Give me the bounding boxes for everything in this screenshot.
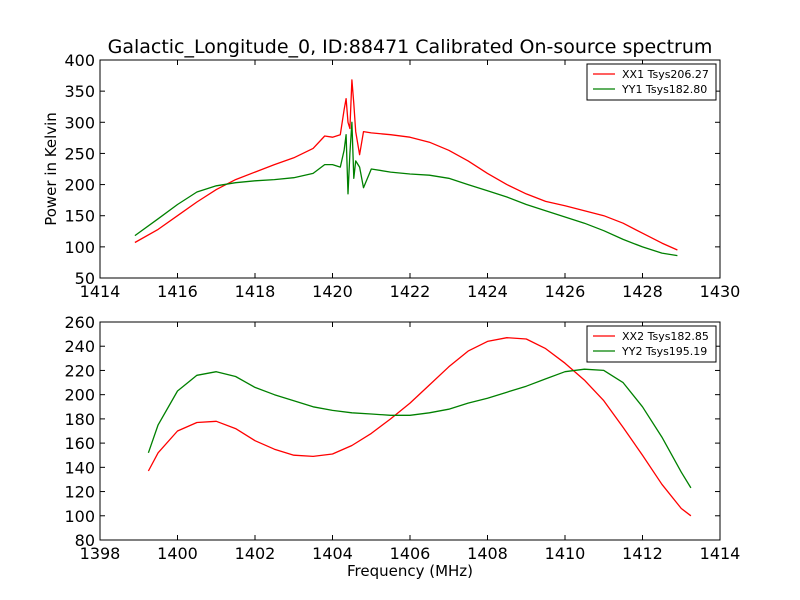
bottom-y-tick-label: 180 <box>64 410 95 429</box>
top-legend: XX1 Tsys206.27 YY1 Tsys182.80 <box>586 63 717 101</box>
bottom-y-tick-label: 80 <box>75 531 95 550</box>
top-x-tick-label: 1414 <box>80 282 121 301</box>
bottom-x-axis-label: Frequency (MHz) <box>347 562 473 580</box>
top-x-tick-label: 1426 <box>545 282 586 301</box>
bottom-x-tick-label: 1412 <box>622 544 663 563</box>
bottom-panel: 80 100 120 140 160 180 200 220 240 260 1398 1400 14… <box>64 313 740 580</box>
bottom-x-tick-label: 1402 <box>235 544 276 563</box>
top-x-tick-label: 1430 <box>700 282 741 301</box>
bottom-legend-label-yy2: YY2 Tsys195.19 <box>621 345 707 358</box>
bottom-legend: XX2 Tsys182.85 YY2 Tsys195.19 <box>586 325 717 363</box>
top-x-tick-label: 1422 <box>390 282 431 301</box>
top-legend-label-xx1: XX1 Tsys206.27 <box>622 68 709 81</box>
top-x-axis: 1414 1416 1418 1420 1422 1424 1426 1428 1430 <box>80 60 741 301</box>
top-panel: 50 100 150 200 250 300 350 400 1414 1416 1418 1420… <box>42 51 740 301</box>
bottom-legend-label-xx2: XX2 Tsys182.85 <box>622 330 709 343</box>
top-series-line-1 <box>134 79 678 251</box>
top-series-line-2 <box>134 121 678 257</box>
bottom-x-tick-label: 1398 <box>80 544 121 563</box>
bottom-x-tick-label: 1400 <box>157 544 198 563</box>
top-y-tick-label: 100 <box>64 238 95 257</box>
top-x-tick-label: 1416 <box>157 282 198 301</box>
top-y-tick-label: 250 <box>64 144 95 163</box>
bottom-y-axis: 80 100 120 140 160 180 200 220 240 260 <box>64 313 720 550</box>
top-legend-box <box>586 63 717 101</box>
bottom-x-axis: 1398 1400 1402 1404 1406 1408 1410 1412 1414 <box>80 322 741 563</box>
bottom-plot-lines <box>147 337 692 517</box>
bottom-x-tick-label: 1404 <box>312 544 353 563</box>
top-x-tick-label: 1420 <box>312 282 353 301</box>
bottom-y-tick-label: 160 <box>64 434 95 453</box>
bottom-x-tick-label: 1410 <box>545 544 586 563</box>
bottom-x-tick-label: 1406 <box>390 544 431 563</box>
top-y-axis: 50 100 150 200 250 300 350 400 <box>64 51 720 288</box>
bottom-y-tick-label: 240 <box>64 337 95 356</box>
bottom-legend-box <box>586 325 717 363</box>
top-x-tick-label: 1424 <box>467 282 508 301</box>
bottom-y-tick-label: 260 <box>64 313 95 332</box>
top-plot-lines <box>134 79 678 257</box>
top-y-tick-label: 400 <box>64 51 95 70</box>
top-y-axis-label: Power in Kelvin <box>42 112 60 226</box>
bottom-series-line-1 <box>147 337 692 517</box>
top-y-tick-label: 50 <box>75 269 95 288</box>
chart-title: Galactic_Longitude_0, ID:88471 Calibrate… <box>108 36 713 58</box>
top-y-tick-label: 200 <box>64 176 95 195</box>
bottom-y-tick-label: 100 <box>64 507 95 526</box>
top-y-tick-label: 300 <box>64 113 95 132</box>
bottom-y-tick-label: 200 <box>64 386 95 405</box>
bottom-y-tick-label: 120 <box>64 483 95 502</box>
bottom-x-tick-label: 1414 <box>700 544 741 563</box>
bottom-series-line-2 <box>147 368 692 489</box>
top-x-tick-label: 1428 <box>622 282 663 301</box>
top-y-tick-label: 350 <box>64 82 95 101</box>
top-y-tick-label: 150 <box>64 207 95 226</box>
top-x-tick-label: 1418 <box>235 282 276 301</box>
bottom-y-tick-label: 140 <box>64 458 95 477</box>
bottom-x-tick-label: 1408 <box>467 544 508 563</box>
top-legend-label-yy1: YY1 Tsys182.80 <box>621 83 707 96</box>
bottom-y-tick-label: 220 <box>64 361 95 380</box>
